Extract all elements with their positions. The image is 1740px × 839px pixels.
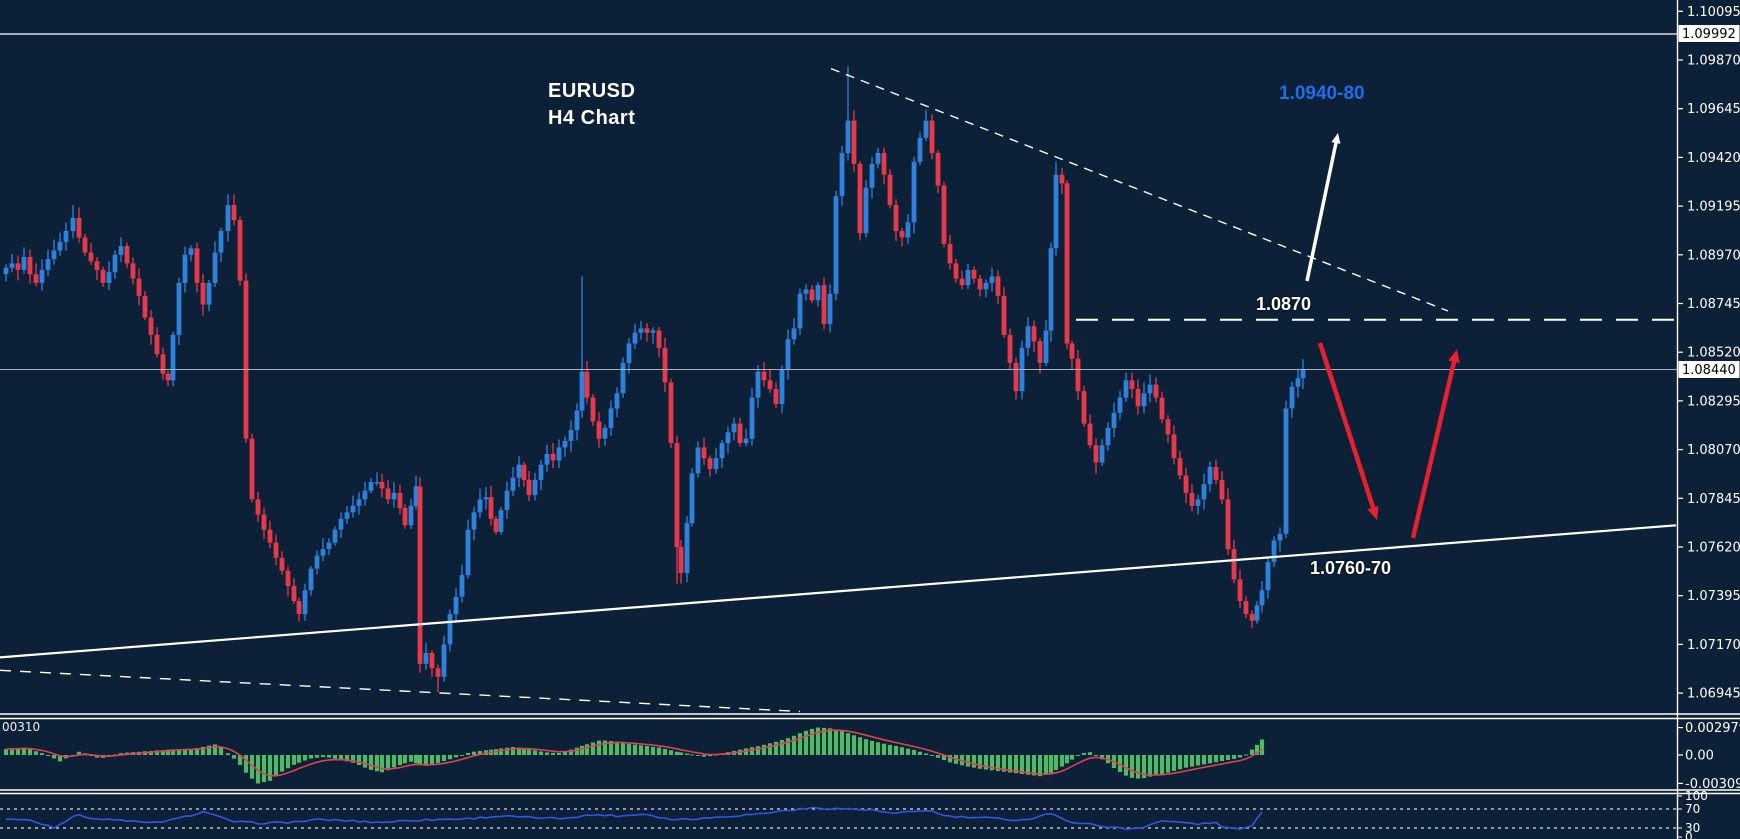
chart-title-timeframe: H4 Chart (548, 107, 636, 129)
svg-text:1.08440: 1.08440 (1682, 363, 1736, 378)
svg-text:1.09645: 1.09645 (1687, 102, 1740, 117)
price-panel (0, 33, 1677, 713)
descending-dashed-trendline (830, 67, 1449, 312)
svg-text:0.002979: 0.002979 (1685, 721, 1740, 736)
svg-text:1.07845: 1.07845 (1687, 492, 1740, 507)
target-zone-label: 1.0940-80 (1279, 83, 1365, 104)
pullback-down-red (1317, 342, 1376, 510)
rsi-panel (0, 806, 1677, 831)
bounce-up-red (1410, 359, 1457, 539)
svg-text:0.00: 0.00 (1685, 749, 1714, 764)
svg-text:1.09195: 1.09195 (1687, 200, 1740, 215)
price-chip (1678, 25, 1740, 42)
macd-signal-line (5, 729, 1263, 777)
svg-text:0: 0 (1685, 830, 1693, 839)
svg-text:-0.00309: -0.00309 (1685, 777, 1740, 792)
price-axis[interactable]: 1.10095 1.09870 1.09645 1.09420 1.09195 1.089… (1677, 5, 1740, 839)
svg-text:1.10095: 1.10095 (1687, 5, 1740, 20)
projection-up-white (1305, 141, 1338, 282)
svg-text:1.07620: 1.07620 (1687, 541, 1740, 556)
svg-text:70: 70 (1685, 802, 1700, 816)
svg-text:100: 100 (1685, 789, 1708, 803)
svg-text:1.07170: 1.07170 (1687, 638, 1740, 653)
svg-text:1.07395: 1.07395 (1687, 589, 1740, 604)
chart-title-symbol: EURUSD (548, 80, 636, 102)
svg-text:1.08970: 1.08970 (1687, 248, 1740, 263)
svg-text:1.09992: 1.09992 (1682, 27, 1736, 42)
price-chip (1678, 361, 1740, 378)
macd-corner-value: 00310 (2, 720, 41, 734)
svg-text:1.09420: 1.09420 (1687, 151, 1740, 166)
rsi-line (5, 806, 1263, 831)
svg-text:1.09870: 1.09870 (1687, 54, 1740, 69)
macd-panel (3, 727, 1265, 784)
svg-text:1.08295: 1.08295 (1687, 394, 1740, 409)
svg-text:1.08070: 1.08070 (1687, 443, 1740, 458)
ascending-trendline (0, 524, 1677, 659)
support-label: 1.0760-70 (1310, 558, 1392, 578)
lower-dashed-trendline (0, 669, 801, 713)
svg-text:1.06945: 1.06945 (1687, 687, 1740, 702)
svg-text:30: 30 (1685, 821, 1700, 835)
svg-text:1.08745: 1.08745 (1687, 297, 1740, 312)
resistance-label: 1.0870 (1256, 294, 1312, 314)
svg-text:1.08520: 1.08520 (1687, 346, 1740, 361)
